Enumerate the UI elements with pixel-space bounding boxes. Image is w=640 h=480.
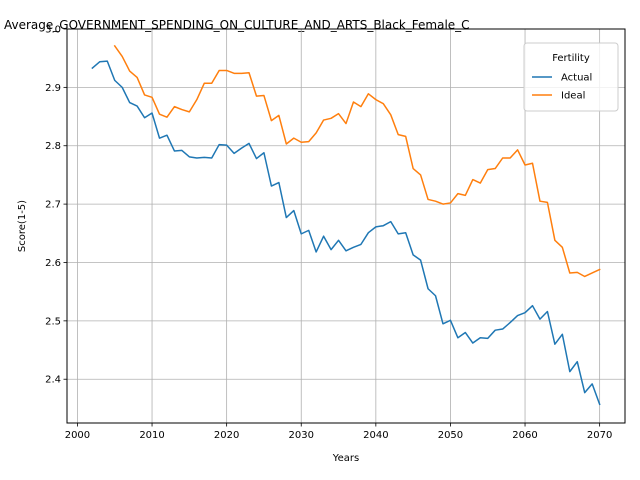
legend-label-actual: Actual — [561, 73, 592, 84]
legend: Fertility Actual Ideal — [523, 42, 619, 112]
series-line-actual — [91, 60, 601, 406]
y-tick-label: 3.0 — [45, 25, 61, 36]
legend-items: Actual Ideal — [532, 73, 592, 102]
x-tick-label: 2040 — [363, 430, 388, 441]
legend-box — [523, 42, 619, 112]
y-tick-label: 2.9 — [45, 83, 61, 94]
y-tick-label: 2.8 — [45, 141, 61, 152]
x-tick-label: 2030 — [289, 430, 314, 441]
legend-title: Fertility — [552, 53, 590, 64]
y-tick-label: 2.6 — [45, 258, 61, 269]
x-tick-label: 2010 — [139, 430, 164, 441]
x-tick-label: 2050 — [438, 430, 463, 441]
x-axis-label: Years — [332, 453, 359, 464]
y-tick-label: 2.5 — [45, 316, 61, 327]
y-axis-label: Score(1-5) — [17, 200, 28, 252]
y-tick-label: 2.7 — [45, 200, 61, 211]
axes: 2000 2010 2020 2030 2040 2050 2060 2070 2.4 2.5 2.… — [45, 25, 612, 442]
series-lines — [91, 44, 601, 406]
x-tick-label: 2070 — [587, 430, 612, 441]
y-tick-label: 2.4 — [45, 375, 61, 386]
plot-frame — [66, 28, 626, 424]
chart-title: Average_GOVERNMENT_SPENDING_ON_CULTURE_A… — [4, 18, 470, 32]
series-line-ideal — [113, 44, 601, 278]
x-tick-label: 2000 — [65, 430, 90, 441]
x-tick-label: 2060 — [512, 430, 537, 441]
x-tick-label: 2020 — [214, 430, 239, 441]
legend-label-ideal: Ideal — [561, 91, 585, 102]
